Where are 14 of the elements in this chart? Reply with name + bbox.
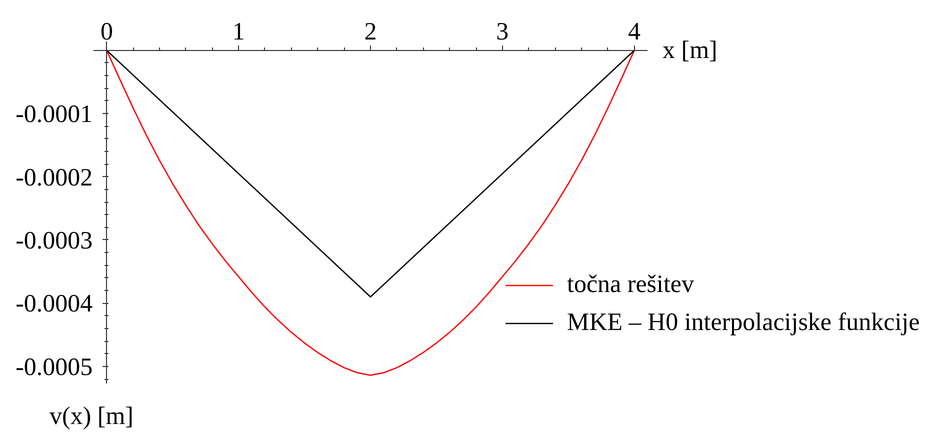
y-tick-label: -0.0004 bbox=[16, 290, 94, 318]
x-axis-title: x [m] bbox=[662, 36, 718, 64]
x-tick-label: 4 bbox=[628, 18, 642, 46]
y-tick-label: -0.0003 bbox=[16, 228, 93, 254]
legend-label: točna rešitev bbox=[567, 271, 694, 299]
legend-label: MKE – H0 interpolacijske funkcije bbox=[567, 309, 920, 337]
y-tick-label: -0.0001 bbox=[16, 101, 93, 128]
x-tick-label: 1 bbox=[232, 18, 245, 46]
y-tick-label: -0.0005 bbox=[16, 354, 93, 381]
x-tick-label: 2 bbox=[364, 18, 377, 46]
x-tick-label: 0 bbox=[100, 18, 113, 46]
x-tick-label: 3 bbox=[496, 18, 509, 46]
y-tick-label: -0.0002 bbox=[16, 164, 93, 192]
y-axis-title: v(x) [m] bbox=[50, 403, 134, 430]
